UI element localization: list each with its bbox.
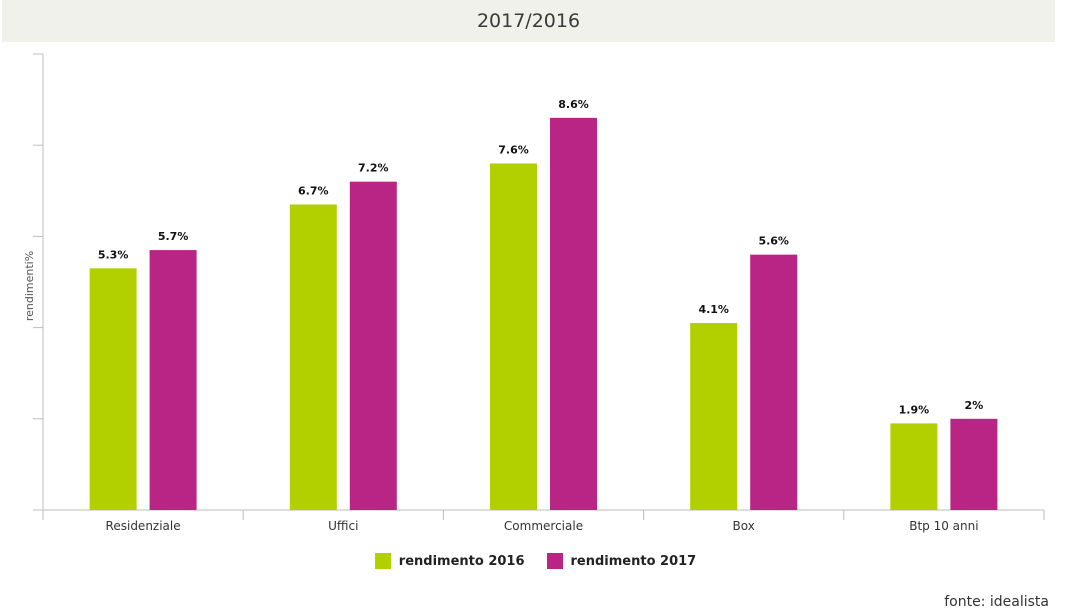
data-label: 5.3% [98, 248, 129, 261]
bar-2017-residenziale [149, 250, 197, 510]
data-label: 6.7% [298, 184, 329, 197]
bar-2016-commerciale [490, 163, 537, 510]
x-tick-label: Commerciale [504, 519, 583, 533]
source-note: fonte: idealista [944, 594, 1049, 610]
bar-2017-uffici [349, 181, 397, 510]
legend: rendimento 2016 rendimento 2017 [0, 553, 1071, 569]
data-label: 1.9% [899, 403, 930, 416]
bar-2017-box [750, 254, 798, 510]
y-axis-label: rendimenti% [23, 251, 36, 321]
bar-chart: rendimenti% 5.3% 5.7% Residenziale 6.7% 7.2% U… [23, 53, 1045, 533]
legend-label-2017: rendimento 2017 [570, 553, 697, 569]
data-label: 8.6% [558, 98, 589, 111]
data-label: 5.7% [158, 230, 189, 243]
bar-2017-btp-10-anni [950, 418, 998, 510]
chart-title-bar: 2017/2016 [2, 0, 1055, 42]
data-label: 2% [965, 399, 984, 412]
x-tick-label: Box [733, 519, 755, 533]
bar-2016-residenziale [89, 268, 137, 510]
bar-2017-commerciale [550, 117, 597, 510]
legend-swatch-2017 [546, 553, 563, 569]
legend-swatch-2016 [374, 553, 391, 569]
chart-title: 2017/2016 [476, 10, 581, 32]
legend-item-2017: rendimento 2017 [546, 553, 697, 569]
x-tick-label: Uffici [328, 519, 358, 533]
data-label: 5.6% [758, 235, 789, 248]
legend-label-2016: rendimento 2016 [398, 553, 525, 569]
data-label: 7.6% [498, 143, 529, 156]
data-label: 7.2% [358, 162, 389, 175]
data-label: 4.1% [698, 303, 729, 316]
legend-item-2016: rendimento 2016 [374, 553, 525, 569]
x-tick-label: Btp 10 anni [909, 519, 978, 533]
bar-2016-btp-10-anni [890, 423, 938, 510]
x-tick-label: Residenziale [106, 519, 181, 533]
bar-2016-uffici [289, 204, 337, 511]
bar-2016-box [690, 323, 738, 510]
